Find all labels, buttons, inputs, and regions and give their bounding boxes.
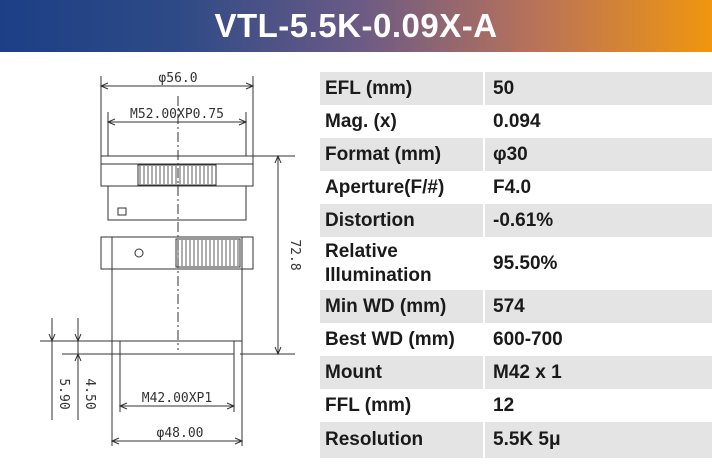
spec-row: Mount M42 x 1	[320, 356, 712, 389]
front-ring	[100, 155, 254, 165]
spec-row: Min WD (mm) 574	[320, 290, 712, 323]
spec-value: φ30	[484, 138, 712, 171]
spec-value: F4.0	[484, 171, 712, 204]
spec-value: M42 x 1	[484, 356, 712, 389]
spec-value: 5.5K 5μ	[484, 422, 712, 458]
spec-value: 12	[484, 389, 712, 422]
spec-table: EFL (mm) 50 Mag. (x) 0.094 Format (mm) φ30 Ape…	[320, 72, 712, 458]
spec-row: EFL (mm) 50	[320, 72, 712, 105]
spec-value: 0.094	[484, 105, 712, 138]
spec-row: FFL (mm) 12	[320, 389, 712, 422]
spec-label: Resolution	[320, 422, 485, 458]
front-thread-label: M52.00XP0.75	[130, 107, 224, 122]
rear-thread-label: M42.00XP1	[142, 391, 212, 406]
spec-label: Format (mm)	[320, 138, 485, 171]
title-banner: VTL-5.5K-0.09X-A	[0, 0, 712, 52]
spec-label: Aperture(F/#)	[320, 171, 485, 204]
product-title: VTL-5.5K-0.09X-A	[214, 7, 498, 44]
spec-value: 600-700	[484, 323, 712, 356]
spec-label: Min WD (mm)	[320, 290, 485, 323]
spec-label: FFL (mm)	[320, 389, 485, 422]
rear-barrel	[111, 268, 243, 342]
lock-screw	[134, 248, 144, 258]
spec-row: Distortion -0.61%	[320, 204, 712, 237]
mount-thread	[119, 340, 235, 355]
spec-value: 574	[484, 290, 712, 323]
spec-value: -0.61%	[484, 204, 712, 237]
flange-offset-label: 4.50	[82, 378, 97, 409]
spec-row: Best WD (mm) 600-700	[320, 323, 712, 356]
spec-value: 50	[484, 72, 712, 105]
outer-diameter-label: φ56.0	[158, 71, 197, 86]
spec-value: 95.50%	[484, 237, 712, 290]
spec-label: Mount	[320, 356, 485, 389]
knurled-ring	[137, 164, 217, 186]
spec-row: Resolution 5.5K 5μ	[320, 422, 712, 458]
length-label: 72.8	[287, 239, 302, 270]
spec-row: Aperture(F/#) F4.0	[320, 171, 712, 204]
spec-label: EFL (mm)	[320, 72, 485, 105]
spec-label: Relative Illumination	[320, 237, 485, 290]
spec-row: Format (mm) φ30	[320, 138, 712, 171]
spec-label: Best WD (mm)	[320, 323, 485, 356]
spec-label: Mag. (x)	[320, 105, 485, 138]
front-barrel	[100, 163, 254, 187]
mount-offset-label: 5.90	[56, 378, 71, 409]
spec-row: Mag. (x) 0.094	[320, 105, 712, 138]
spec-row: Relative Illumination 95.50%	[320, 237, 712, 290]
lens-technical-drawing: φ56.0 M52.00XP0.75 72.8 M42.00XP1 φ48.00…	[40, 71, 302, 446]
spec-label: Distortion	[320, 204, 485, 237]
rear-diameter-label: φ48.00	[157, 426, 204, 441]
